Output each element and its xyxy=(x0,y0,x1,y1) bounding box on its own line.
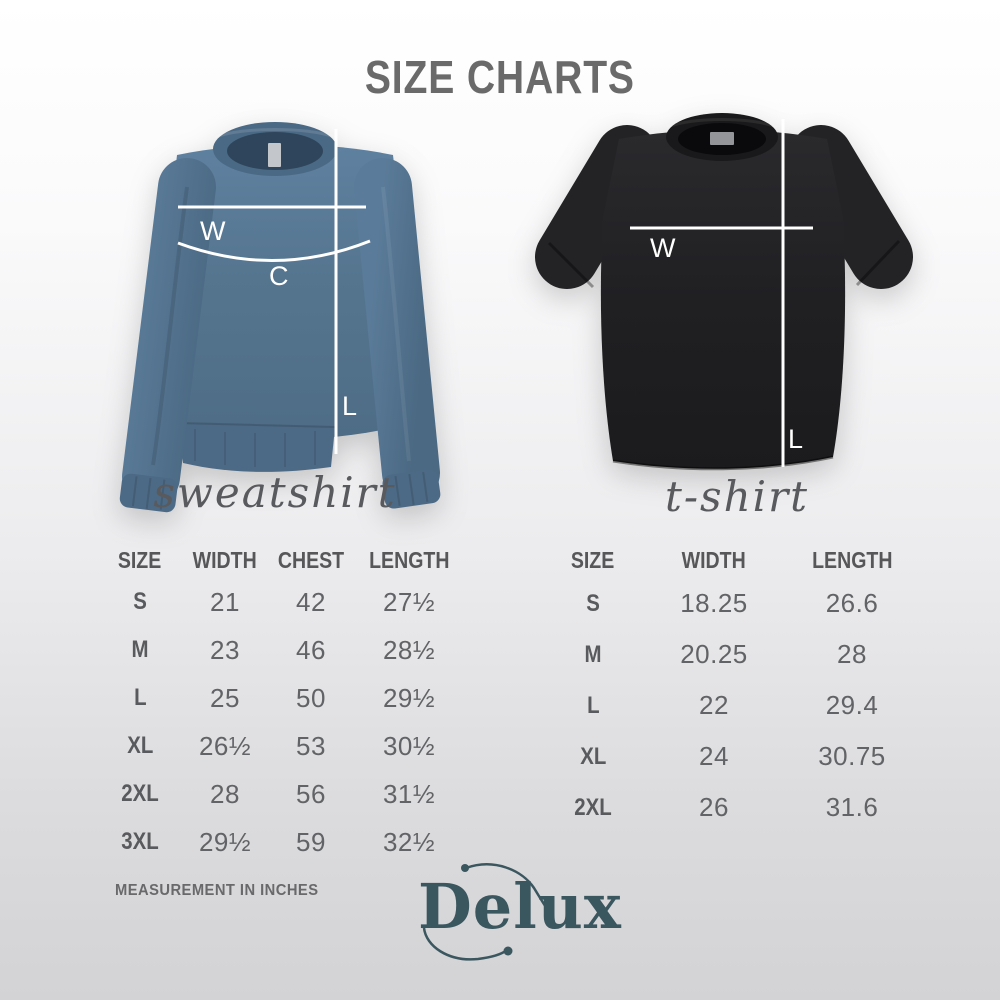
tshirt-label: t-shirt xyxy=(664,472,810,521)
sweatshirt-label: sweatshirt xyxy=(153,468,397,517)
width-value: 21 xyxy=(210,586,240,617)
tshirt-measurement-lines: W L xyxy=(630,119,813,467)
tshirt-size-table: SIZE WIDTH LENGTH S 18.25 26.6 M 20.25 2… xyxy=(545,542,917,833)
tshirt-length-letter: L xyxy=(788,424,803,454)
tshirt-photo xyxy=(535,113,913,471)
sweatshirt-photo xyxy=(119,122,441,513)
size-label: S xyxy=(133,588,147,615)
width-value: 18.25 xyxy=(680,588,748,618)
sweatshirt-neck-tag xyxy=(268,143,281,167)
length-value: 31.6 xyxy=(825,792,879,822)
brand-swash-icon xyxy=(422,863,554,961)
sweatshirt-right-cuff xyxy=(382,469,441,509)
length-value: 32½ xyxy=(382,826,436,857)
width-value: 20.25 xyxy=(680,639,748,669)
column-header-width: WIDTH xyxy=(681,546,747,573)
column-header-size: SIZE xyxy=(571,546,615,573)
width-value: 22 xyxy=(699,690,729,720)
size-label: M xyxy=(131,636,149,663)
column-header-chest: CHEST xyxy=(277,546,345,573)
length-value: 26.6 xyxy=(825,588,879,618)
size-label: XL xyxy=(126,732,154,759)
tshirt-neck-tag xyxy=(710,132,734,145)
tshirt-width-letter: W xyxy=(650,233,676,263)
sweatshirt-width-letter: W xyxy=(200,216,226,246)
width-value: 25 xyxy=(210,682,240,713)
chest-value: 50 xyxy=(296,682,326,713)
column-header-length: LENGTH xyxy=(811,546,893,573)
width-value: 24 xyxy=(699,741,729,771)
tshirt-image: W L xyxy=(535,113,913,471)
chest-value: 53 xyxy=(296,730,326,761)
size-label: L xyxy=(586,691,600,719)
length-value: 30.75 xyxy=(818,741,886,771)
size-label: 2XL xyxy=(574,793,612,821)
width-value: 23 xyxy=(210,634,240,665)
chest-value: 42 xyxy=(296,586,326,617)
width-value: 28 xyxy=(210,778,240,809)
width-value: 29½ xyxy=(198,826,252,857)
size-label: M xyxy=(584,640,602,668)
length-value: 31½ xyxy=(382,778,436,809)
size-label: L xyxy=(133,684,147,711)
chest-value: 46 xyxy=(296,634,326,665)
size-label: S xyxy=(586,589,600,617)
sweatshirt-chest-line xyxy=(177,239,371,262)
sweatshirt-left-cuff xyxy=(119,473,178,513)
width-value: 26½ xyxy=(198,730,252,761)
sweatshirt-size-table: SIZE WIDTH CHEST LENGTH S 21 42 27½ M 23… xyxy=(100,542,466,866)
size-label: XL xyxy=(579,742,607,770)
column-header-length: LENGTH xyxy=(368,546,450,573)
length-value: 30½ xyxy=(382,730,436,761)
size-label: 3XL xyxy=(121,828,159,855)
chest-value: 56 xyxy=(296,778,326,809)
sweatshirt-right-sleeve xyxy=(354,158,440,502)
column-header-width: WIDTH xyxy=(192,546,258,573)
length-value: 29.4 xyxy=(825,690,879,720)
page-title: SIZE CHARTS xyxy=(0,50,1000,104)
length-value: 28 xyxy=(837,639,867,669)
chest-value: 59 xyxy=(296,826,326,857)
measurement-note: MEASUREMENT IN INCHES xyxy=(115,882,319,899)
page-title-text: SIZE CHARTS xyxy=(364,51,636,103)
size-label: 2XL xyxy=(121,780,159,807)
brand-logo: Delux xyxy=(418,870,622,943)
sweatshirt-measurement-lines: W C L xyxy=(177,129,371,454)
length-value: 28½ xyxy=(382,634,436,665)
sweatshirt-length-letter: L xyxy=(342,391,357,421)
sweatshirt-chest-letter: C xyxy=(269,261,289,291)
sweatshirt-left-sleeve xyxy=(122,158,216,506)
length-value: 29½ xyxy=(382,682,436,713)
width-value: 26 xyxy=(699,792,729,822)
length-value: 27½ xyxy=(382,586,436,617)
sweatshirt-image: W C L xyxy=(119,122,441,513)
column-header-size: SIZE xyxy=(118,546,162,573)
